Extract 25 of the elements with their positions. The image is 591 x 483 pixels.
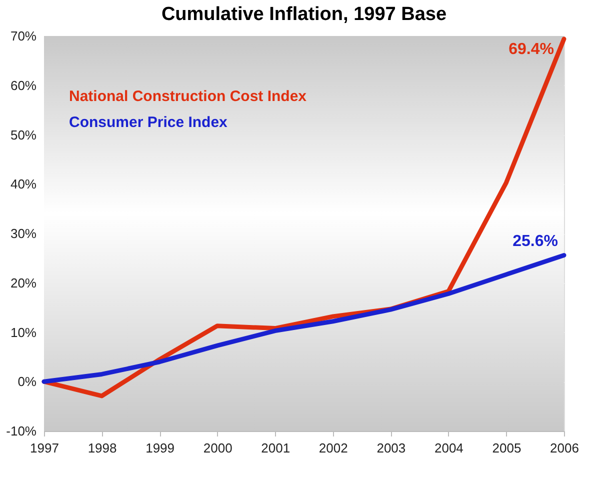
- annotation: 69.4%: [508, 40, 554, 58]
- annotation: 25.6%: [512, 233, 558, 250]
- y-tick-label: 70%: [10, 28, 37, 44]
- y-tick-label: 10%: [10, 324, 37, 340]
- x-tick-label: 2006: [550, 440, 579, 456]
- text: Consumer Price Index: [69, 114, 228, 131]
- y-tick-label: 50%: [10, 127, 37, 142]
- x-tick-label: 2002: [318, 440, 348, 456]
- x-tick-label: 1997: [30, 440, 59, 456]
- x-tick-label: 2003: [376, 440, 406, 456]
- x-tick-label: 1998: [88, 440, 117, 456]
- x-tick-label: 2005: [492, 440, 522, 456]
- x-tick-label: 1999: [146, 440, 175, 456]
- y-tick-label: 0%: [18, 374, 37, 390]
- y-tick-label: 20%: [10, 275, 37, 290]
- chart-title: Cumulative Inflation, 1997 Base: [161, 4, 447, 25]
- x-tick-label: 2000: [203, 440, 232, 456]
- line-series: [42, 252, 566, 384]
- y-tick-label: 30%: [10, 226, 37, 241]
- y-tick-label: 60%: [10, 78, 37, 93]
- x-tick-label: 2001: [261, 440, 290, 456]
- y-tick-label: 40%: [10, 176, 37, 192]
- x-tick-label: 2004: [434, 440, 464, 456]
- text: National Construction Cost Index: [69, 88, 308, 105]
- y-tick-label: -10%: [6, 424, 37, 438]
